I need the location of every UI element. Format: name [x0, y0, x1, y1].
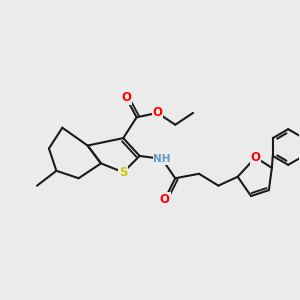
- Text: O: O: [152, 106, 162, 119]
- Text: O: O: [121, 92, 131, 104]
- Text: O: O: [160, 193, 170, 206]
- Text: NH: NH: [153, 154, 171, 164]
- Text: O: O: [250, 151, 260, 164]
- Text: S: S: [119, 166, 128, 179]
